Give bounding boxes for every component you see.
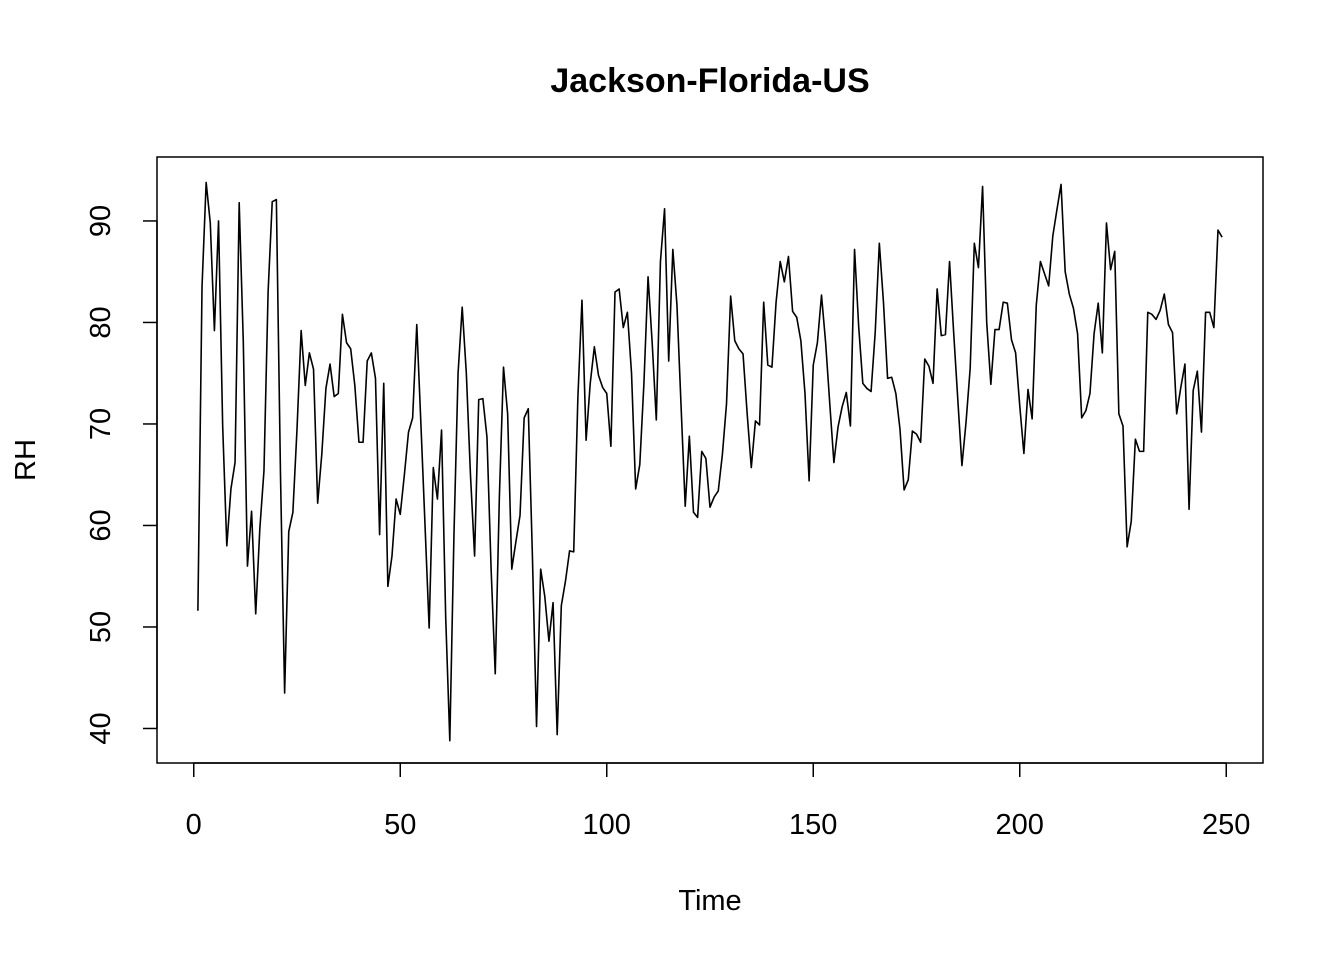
y-tick-label: 70 [85, 408, 117, 440]
chart-title: Jackson-Florida-US [550, 62, 869, 100]
y-tick-label: 80 [85, 306, 117, 338]
x-tick-label: 250 [1202, 809, 1250, 841]
x-tick-label: 200 [996, 809, 1044, 841]
series-points [196, 181, 1223, 742]
y-axis-label: RH [10, 439, 42, 481]
y-tick-label: 40 [85, 712, 117, 744]
y-tick-label: 50 [85, 611, 117, 643]
x-tick-label: 50 [384, 809, 416, 841]
y-tick-label: 90 [85, 205, 117, 237]
x-axis: 0 50 100 150 200 250 [186, 762, 1250, 841]
x-tick-label: 100 [583, 809, 631, 841]
plot-frame [156, 156, 1264, 764]
series-line [197, 181, 1223, 742]
x-tick-label: 150 [789, 809, 837, 841]
y-axis: 40 50 60 70 80 90 [85, 205, 158, 745]
x-axis-label: Time [678, 885, 741, 917]
x-tick-label: 0 [186, 809, 202, 841]
y-tick-label: 60 [85, 509, 117, 541]
